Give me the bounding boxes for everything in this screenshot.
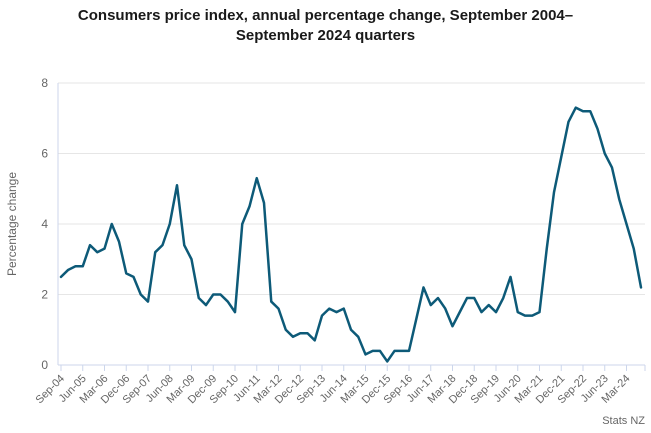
y-axis-title: Percentage change xyxy=(5,172,19,276)
cpi-series-line[interactable] xyxy=(59,106,643,363)
y-tick-label: 6 xyxy=(41,147,48,161)
chart-title: Consumers price index, annual percentage… xyxy=(77,7,574,45)
y-tick-label: 8 xyxy=(41,76,48,90)
y-tick-label: 2 xyxy=(41,288,48,302)
y-tick-label: 0 xyxy=(41,358,48,372)
credits-label: Stats NZ xyxy=(602,415,645,427)
y-tick-label: 4 xyxy=(41,217,48,231)
